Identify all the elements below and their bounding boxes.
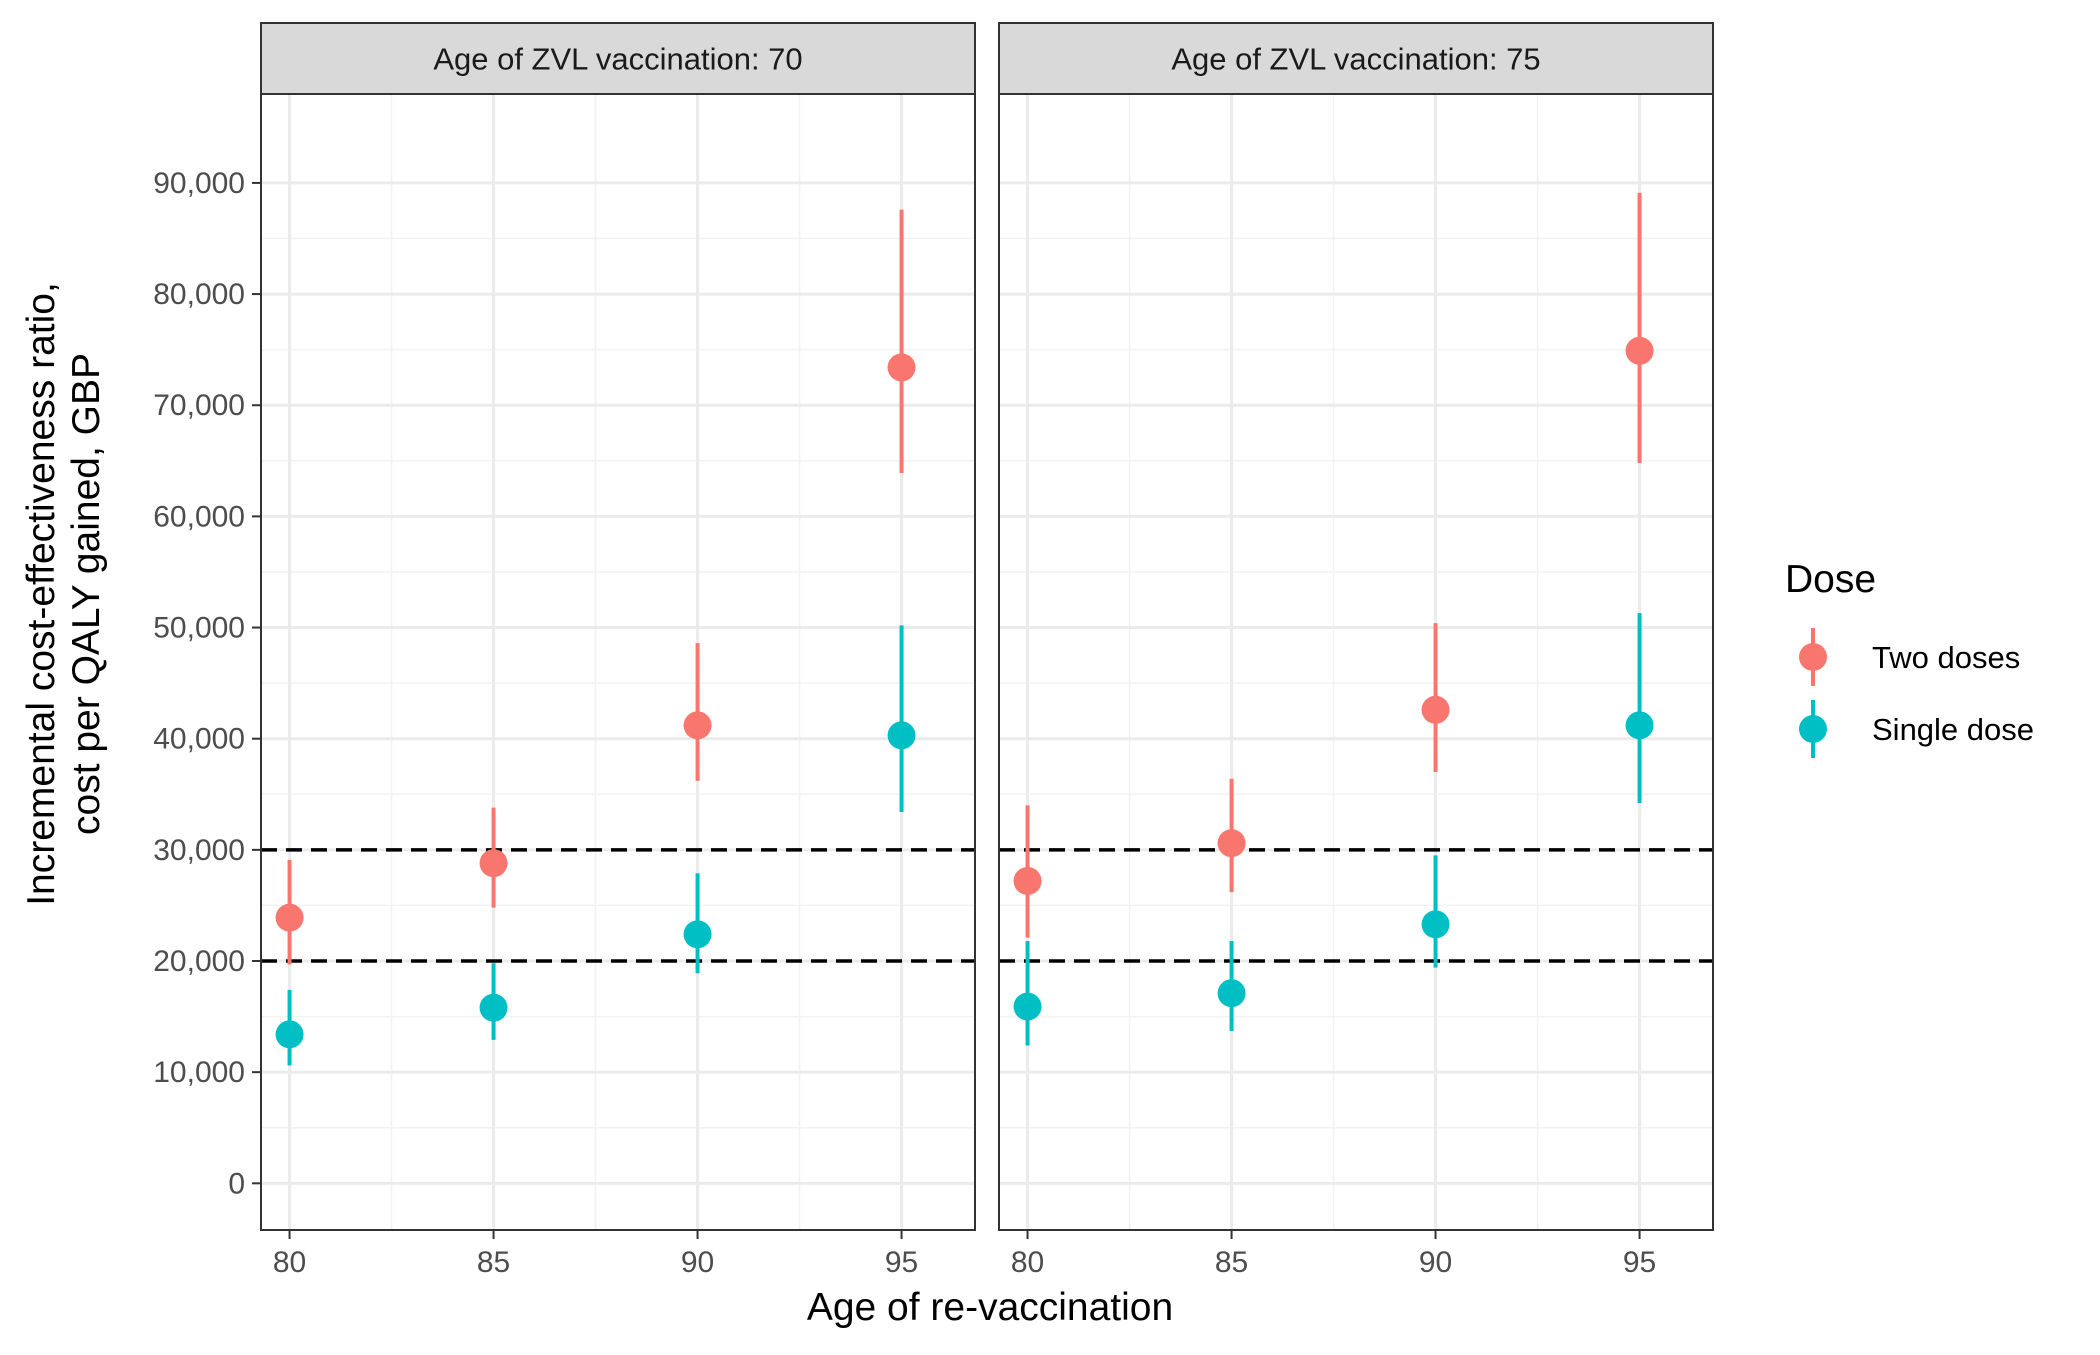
y-tick-label: 0 [228,1167,245,1200]
data-point-single-dose [887,721,916,750]
y-axis-title-line-2: cost per QALY gained, GBP [65,353,108,835]
x-tick-label: 95 [885,1246,918,1279]
facet-panel-2: Age of ZVL vaccination: 75 80 85 90 95 [998,22,1714,1279]
legend-title: Dose [1785,558,1876,601]
x-tick-label: 85 [477,1246,510,1279]
data-point-two-doses [683,711,712,740]
data-point-two-doses [887,353,916,382]
y-tick-label: 20,000 [153,945,245,978]
facet-strip-label: Age of ZVL vaccination: 70 [433,42,802,77]
facet-panel-1: Age of ZVL vaccination: 70 80 85 90 95 [260,22,976,1279]
data-point-two-doses [1217,829,1246,858]
data-point-single-dose [1217,979,1246,1008]
legend-key-point [1799,715,1827,743]
legend-key-two-doses [1799,628,1827,686]
data-point-single-dose [479,993,508,1022]
facet-strip [998,22,1714,95]
facet-strip-label: Age of ZVL vaccination: 75 [1171,42,1540,77]
panel-background [999,94,1713,1230]
data-point-single-dose [1421,910,1450,939]
x-tick-label: 85 [1215,1246,1248,1279]
data-point-two-doses [1421,695,1450,724]
y-tick-label: 90,000 [153,167,245,200]
y-tick-label: 70,000 [153,389,245,422]
y-tick-label: 30,000 [153,834,245,867]
x-tick-label: 80 [1011,1246,1044,1279]
data-point-two-doses [479,849,508,878]
facet-strip [260,22,976,95]
legend-key-point [1799,643,1827,671]
x-axis-title: Age of re-vaccination [807,1286,1173,1329]
y-tick-label: 80,000 [153,278,245,311]
data-point-single-dose [1625,711,1654,740]
x-tick-label: 80 [273,1246,306,1279]
y-axis-title-line-1: Incremental cost-effectiveness ratio, [20,282,63,906]
data-point-single-dose [275,1020,304,1049]
data-point-two-doses [1013,866,1042,895]
legend-label: Two doses [1872,640,2020,675]
y-tick-label: 10,000 [153,1056,245,1089]
legend-key-single-dose [1799,700,1827,758]
legend-label: Single dose [1872,712,2034,747]
x-tick-label: 90 [681,1246,714,1279]
data-point-two-doses [275,903,304,932]
data-point-single-dose [683,920,712,949]
panel-background [261,94,975,1230]
y-tick-label: 50,000 [153,612,245,645]
y-tick-label: 40,000 [153,723,245,756]
x-tick-label: 90 [1419,1246,1452,1279]
data-point-single-dose [1013,992,1042,1021]
x-tick-label: 95 [1623,1246,1656,1279]
legend: Dose Two doses Single dose [1785,558,2034,758]
data-point-two-doses [1625,336,1654,365]
y-tick-label: 60,000 [153,500,245,533]
